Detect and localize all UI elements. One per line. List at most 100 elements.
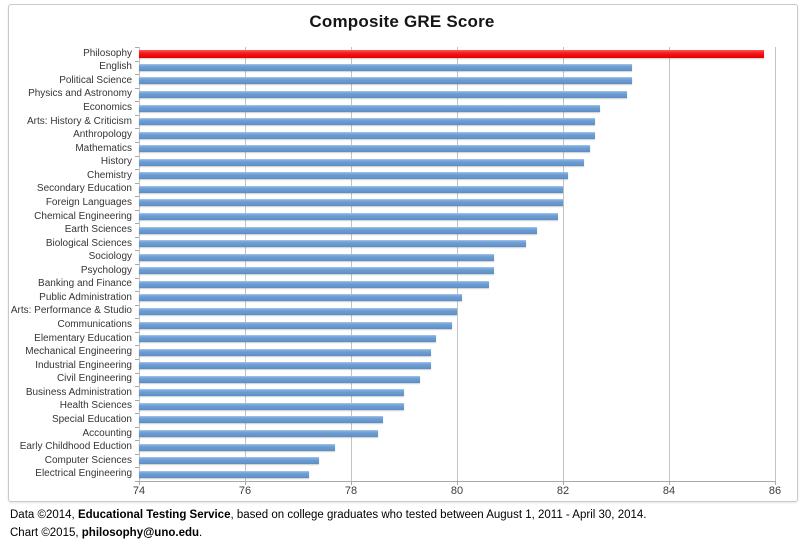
category-label: Industrial Engineering [35,359,132,371]
footer-text: . [199,526,203,539]
y-axis-tick [135,209,139,211]
x-tick-label: 76 [238,485,252,497]
category-label: Earth Sciences [64,224,132,236]
bar [139,104,601,112]
bar-highlight [139,49,765,58]
footer-bold-text: philosophy@uno.edu [81,526,200,539]
category-label: Political Science [59,74,132,86]
category-label: Accounting [82,427,132,439]
bar [139,118,595,126]
footer-text: , based on college graduates who tested … [230,509,647,521]
x-axis-tick [775,481,776,485]
category-label: Economics [83,102,132,114]
category-label: Psychology [80,264,132,276]
y-axis-tick [135,114,139,116]
x-axis-tick [245,481,246,485]
bar [139,335,436,343]
x-axis-tick [563,481,564,485]
y-axis-tick [135,223,139,225]
y-axis-tick [135,481,139,482]
y-axis-tick [135,47,139,48]
gridline [245,47,246,481]
x-tick-label: 74 [132,485,146,497]
category-label: English [99,61,132,73]
y-axis-tick [135,345,139,347]
bar [139,362,431,370]
category-label: Early Childhood Eduction [19,441,132,453]
footer-bold-text: Educational Testing Service [77,509,231,521]
x-axis-tick [669,481,670,485]
bar [139,90,627,98]
y-axis-tick [135,331,139,333]
y-axis-tick [135,101,139,103]
category-label: Computer Sciences [44,454,132,466]
x-axis-tick [457,481,458,485]
gridline [457,47,458,481]
y-axis-tick [135,169,139,171]
category-label: Anthropology [73,129,132,141]
category-label: Communications [57,319,132,331]
category-label: Civil Engineering [56,373,132,385]
y-axis-tick [135,372,139,374]
y-axis-tick [135,413,139,415]
bar [139,253,495,261]
y-axis-tick [135,291,139,293]
bar [139,199,563,207]
bar [139,131,595,139]
x-axis-tick [139,481,140,485]
y-axis-tick [135,277,139,279]
bar [139,416,383,424]
bar [139,240,526,248]
x-tick-label: 82 [556,485,570,497]
bar [139,172,569,180]
gridline [563,47,564,481]
bar [139,402,404,410]
category-label: Mathematics [75,142,132,154]
y-axis-tick [135,155,139,157]
bar [139,158,585,166]
y-axis-tick [135,304,139,306]
category-label: Biological Sciences [45,237,132,249]
bar [139,307,457,315]
bar [139,63,632,71]
y-axis-tick [135,440,139,442]
bar [139,77,632,85]
y-axis-tick [135,60,139,62]
category-label: Business Administration [25,386,132,398]
y-axis-tick [135,128,139,130]
bar [139,430,378,438]
chart-title: Composite GRE Score [309,12,495,31]
bar [139,321,452,329]
x-tick-label: 86 [768,485,782,497]
x-tick-label: 78 [344,485,358,497]
category-label: Chemical Engineering [34,210,132,222]
y-axis-tick [135,399,139,401]
y-axis-tick [135,386,139,388]
gridline [669,47,670,481]
bar [139,145,590,153]
bar [139,443,336,451]
category-label: Electrical Engineering [35,468,132,480]
y-axis-tick [135,426,139,428]
y-axis-tick [135,264,139,265]
bar [139,457,320,465]
footer-line-chart-credit: Chart ©2015, philosophy@uno.edu. [10,525,800,543]
category-label: Secondary Education [36,183,132,195]
category-label: Mechanical Engineering [25,346,132,358]
category-label: Arts: History & Criticism [27,115,132,127]
bar [139,294,463,302]
category-label: Special Education [51,413,132,425]
bar [139,226,537,234]
y-axis-tick [135,236,139,238]
bar [139,375,420,383]
category-label: Health Sciences [59,400,132,412]
bar [139,267,495,275]
footer: Data ©2014, Educational Testing Service,… [10,507,800,542]
category-label: Philosophy [83,47,132,59]
y-axis-tick [135,358,139,360]
footer-text: Data ©2014, [10,509,78,521]
y-axis-tick [135,467,139,469]
footer-text: Chart ©2015, [10,526,82,539]
bar [139,185,563,193]
